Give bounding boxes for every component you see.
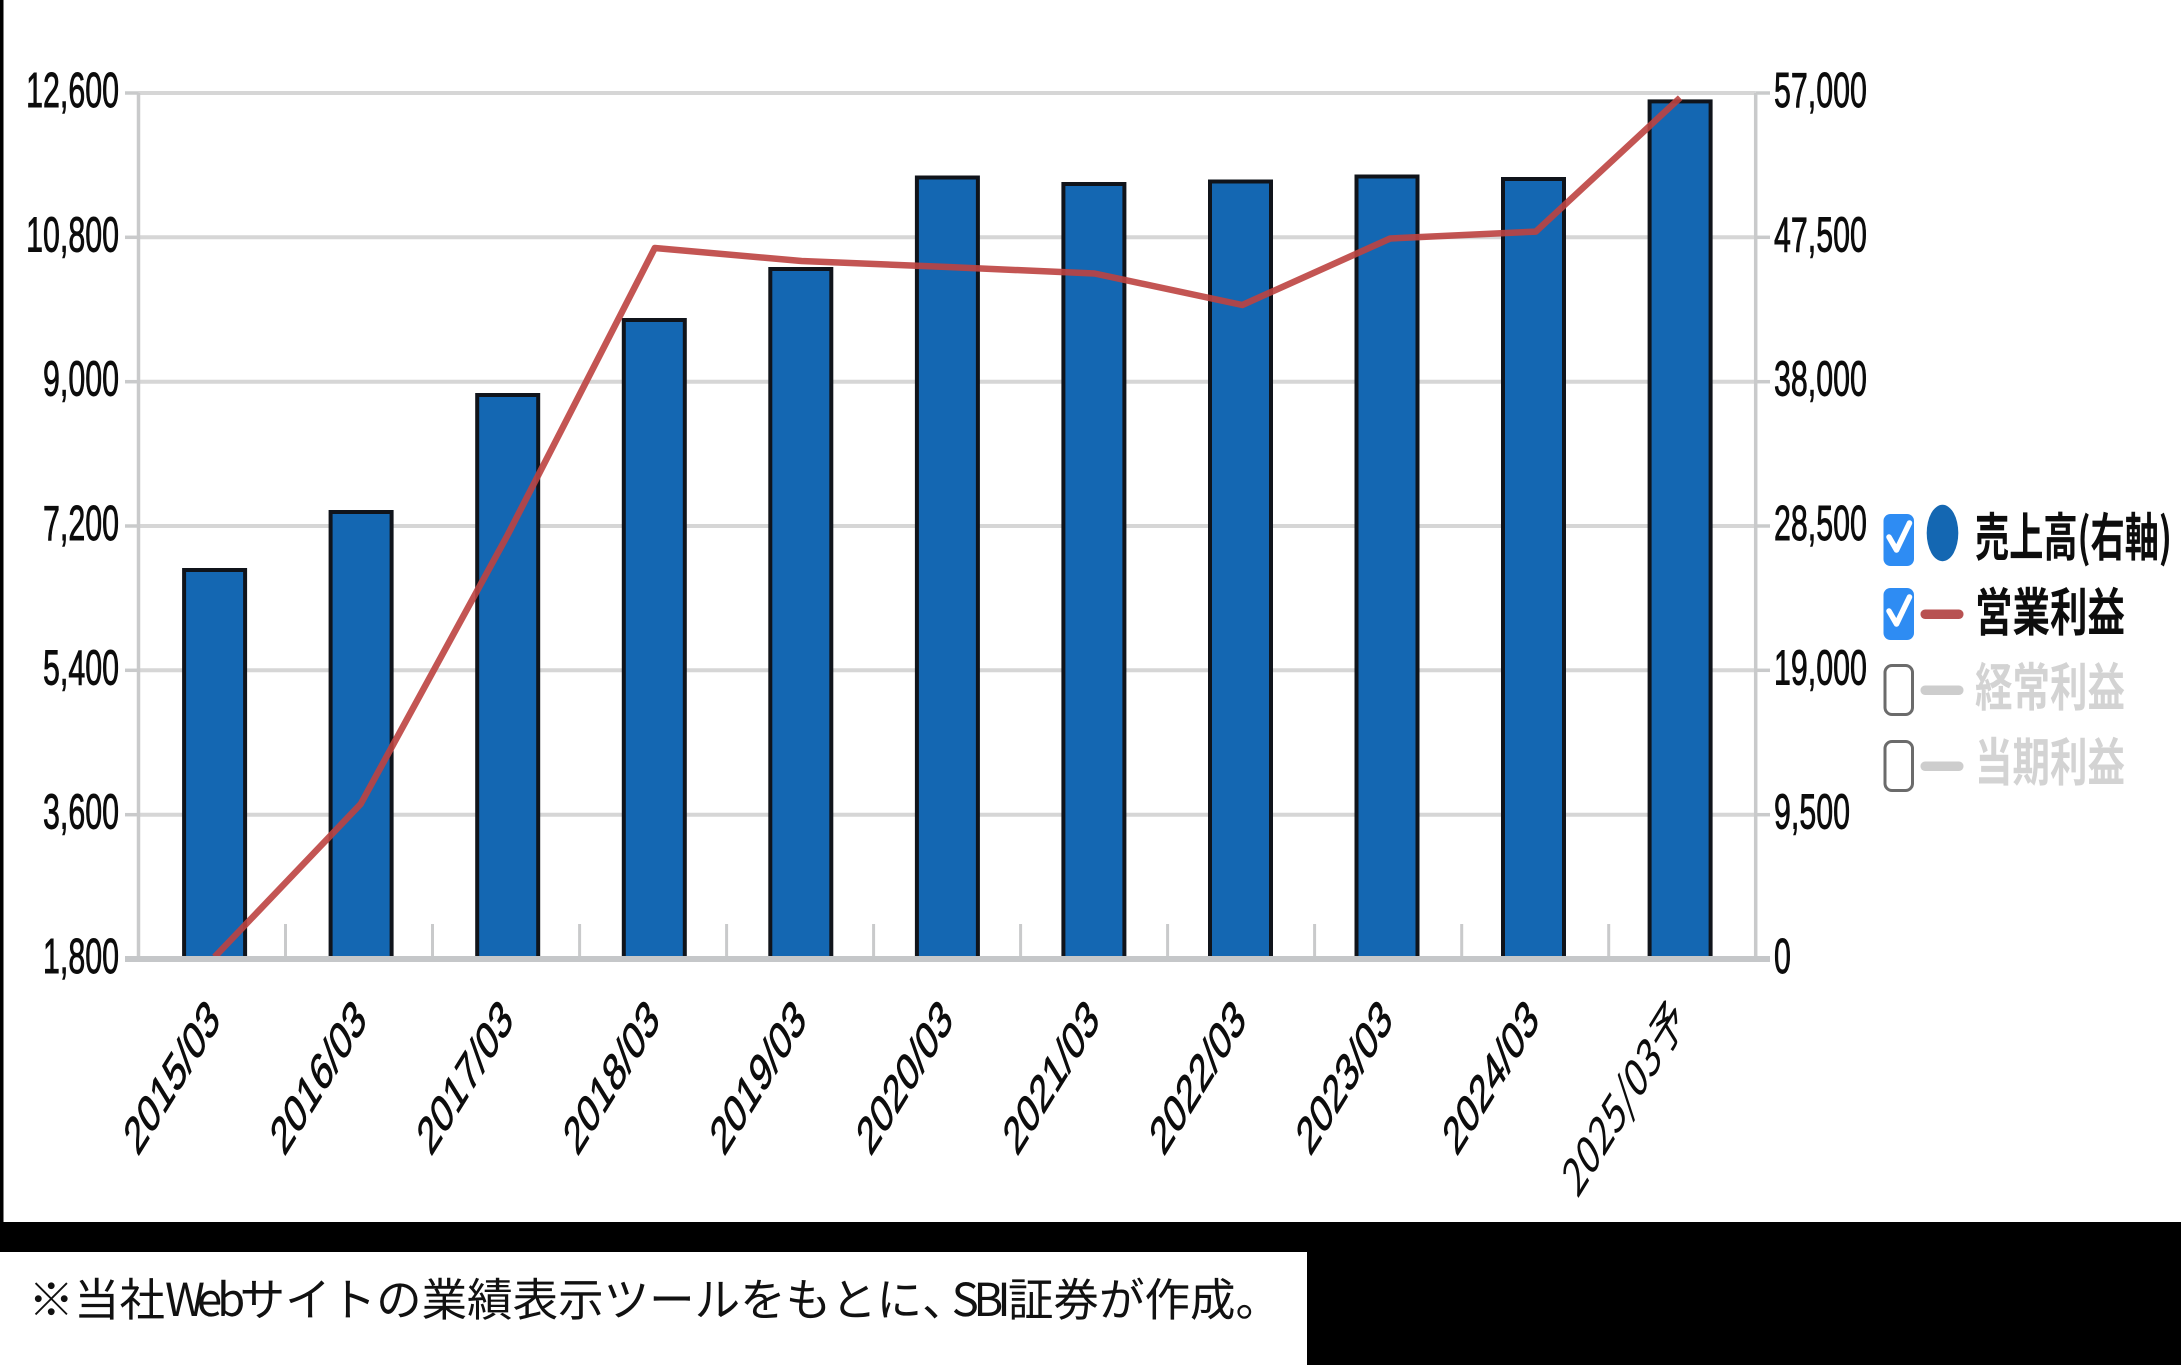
svg-text:0: 0 [1774, 929, 1791, 984]
svg-text:57,000: 57,000 [1774, 63, 1867, 118]
svg-text:1,800: 1,800 [43, 929, 119, 984]
svg-text:9,000: 9,000 [43, 351, 119, 406]
svg-text:38,000: 38,000 [1774, 351, 1867, 406]
svg-text:7,200: 7,200 [43, 496, 119, 551]
svg-text:10,800: 10,800 [26, 207, 119, 262]
svg-text:19,000: 19,000 [1774, 640, 1867, 695]
svg-text:28,500: 28,500 [1774, 496, 1867, 551]
svg-text:9,500: 9,500 [1774, 784, 1850, 839]
svg-text:47,500: 47,500 [1774, 207, 1867, 262]
svg-text:5,400: 5,400 [43, 640, 119, 695]
svg-text:12,600: 12,600 [26, 63, 119, 118]
svg-text:3,600: 3,600 [43, 784, 119, 839]
